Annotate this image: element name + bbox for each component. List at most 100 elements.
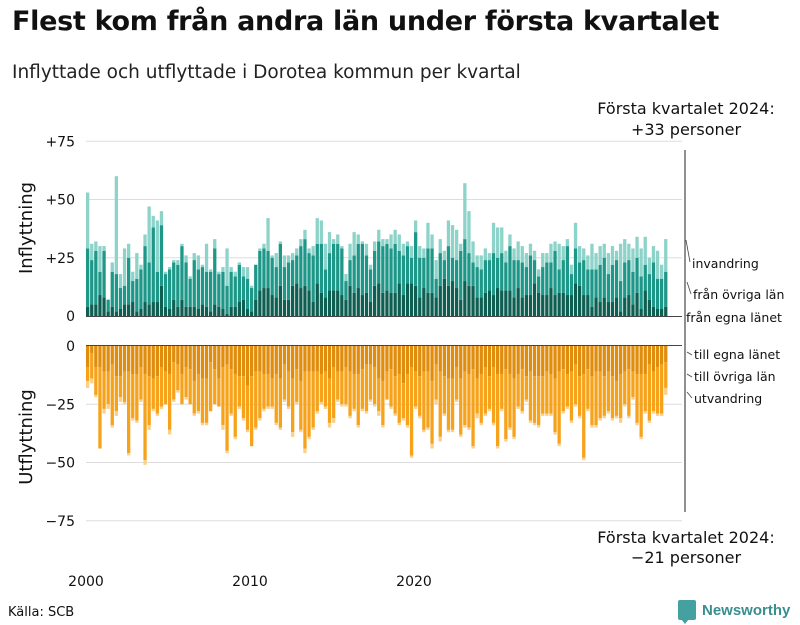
bar-immigration (172, 260, 176, 263)
bar-from-own-county (250, 311, 254, 316)
bar-to-other-county (221, 366, 225, 426)
bar-immigration (373, 241, 377, 251)
bar-emigration (573, 404, 578, 407)
bar-to-own-county (520, 346, 524, 370)
bar-to-own-county (90, 346, 94, 353)
bar-immigration (475, 255, 479, 268)
bar-emigration (422, 429, 426, 433)
bar-from-other-county (245, 278, 250, 310)
bar-to-other-county (319, 373, 323, 402)
bar-from-other-county (344, 281, 348, 300)
bar-to-own-county (352, 346, 356, 374)
bar-to-own-county (176, 346, 180, 365)
bar-to-other-county (204, 378, 209, 423)
bar-from-other-county (414, 232, 418, 286)
bar-from-other-county (213, 248, 217, 305)
bar-from-own-county (196, 309, 200, 316)
bar-emigration (508, 427, 512, 430)
bar-from-own-county (381, 292, 385, 316)
bar-from-own-county (98, 295, 102, 316)
bar-from-other-county (143, 246, 147, 303)
bar-immigration (315, 218, 319, 244)
bar-to-own-county (196, 346, 200, 374)
bar-immigration (508, 234, 512, 247)
bar-from-own-county (159, 285, 164, 316)
bar-emigration (639, 436, 643, 440)
bar-to-other-county (373, 366, 377, 405)
bar-immigration (352, 232, 356, 256)
bar-from-own-county (286, 299, 291, 316)
bar-to-own-county (389, 346, 393, 370)
label-to-other-county: till övriga län (694, 369, 776, 384)
bar-immigration (229, 267, 233, 272)
bar-from-other-county (553, 250, 557, 296)
bar-from-own-county (336, 290, 340, 316)
bar-from-other-county (254, 264, 258, 300)
bar-from-own-county (524, 295, 528, 316)
bar-to-own-county (475, 346, 479, 379)
bar-immigration (143, 234, 147, 247)
bar-immigration (516, 241, 520, 261)
bar-to-own-county (266, 346, 270, 374)
bar-to-own-county (200, 346, 205, 379)
bar-from-other-county (545, 262, 549, 296)
bar-emigration (155, 413, 159, 416)
bar-to-other-county (340, 371, 344, 405)
bar-to-own-county (250, 346, 254, 377)
bar-from-other-county (660, 278, 664, 310)
top-annotation-line1: Första kvartalet 2024: (597, 99, 774, 118)
bar-to-own-county (537, 346, 541, 377)
bar-from-other-county (401, 255, 405, 296)
bar-emigration (102, 408, 106, 414)
bar-to-own-county (241, 346, 246, 377)
bar-to-own-county (422, 346, 426, 372)
bar-immigration (184, 255, 188, 263)
bar-from-other-county (98, 271, 102, 296)
bar-immigration (606, 253, 610, 275)
bar-to-other-county (86, 366, 90, 381)
brand-name: Newsworthy (702, 601, 791, 619)
bar-immigration (573, 222, 578, 249)
bar-immigration (463, 183, 467, 240)
bar-to-own-county (582, 346, 586, 374)
bar-immigration (479, 255, 483, 270)
bar-from-own-county (512, 297, 516, 316)
bar-from-other-county (500, 253, 504, 291)
bar-emigration (614, 415, 619, 419)
bar-emigration (557, 443, 561, 447)
bar-emigration (475, 413, 479, 419)
bar-from-own-county (549, 288, 553, 316)
bar-from-other-county (250, 288, 254, 312)
bar-to-own-county (524, 346, 528, 377)
bar-emigration (405, 425, 410, 428)
bar-emigration (307, 436, 311, 440)
bar-emigration (348, 415, 352, 419)
bar-emigration (323, 406, 328, 409)
bar-emigration (327, 422, 332, 428)
bar-to-other-county (336, 371, 340, 400)
bar-from-other-county (303, 239, 307, 286)
bar-from-other-county (323, 269, 328, 298)
bar-from-own-county (598, 302, 602, 316)
bar-from-own-county (291, 285, 295, 316)
bar-emigration (532, 422, 537, 426)
bar-to-other-county (569, 371, 574, 421)
bar-from-own-county (393, 292, 397, 316)
bar-from-own-county (155, 302, 159, 316)
bar-emigration (168, 429, 172, 435)
bar-from-own-county (520, 297, 524, 316)
leader-immigration (685, 239, 691, 263)
bar-to-own-county (594, 346, 598, 372)
bar-from-other-county (471, 262, 475, 286)
bar-emigration (233, 436, 237, 440)
bar-immigration (414, 220, 418, 233)
bar-to-other-county (528, 371, 533, 421)
bar-immigration (418, 246, 422, 258)
bar-to-own-county (426, 346, 430, 372)
bar-from-own-county (467, 285, 471, 316)
bar-emigration (352, 408, 356, 412)
bar-from-other-county (307, 253, 311, 291)
bar-to-own-county (467, 346, 471, 374)
bar-from-other-county (606, 274, 610, 303)
